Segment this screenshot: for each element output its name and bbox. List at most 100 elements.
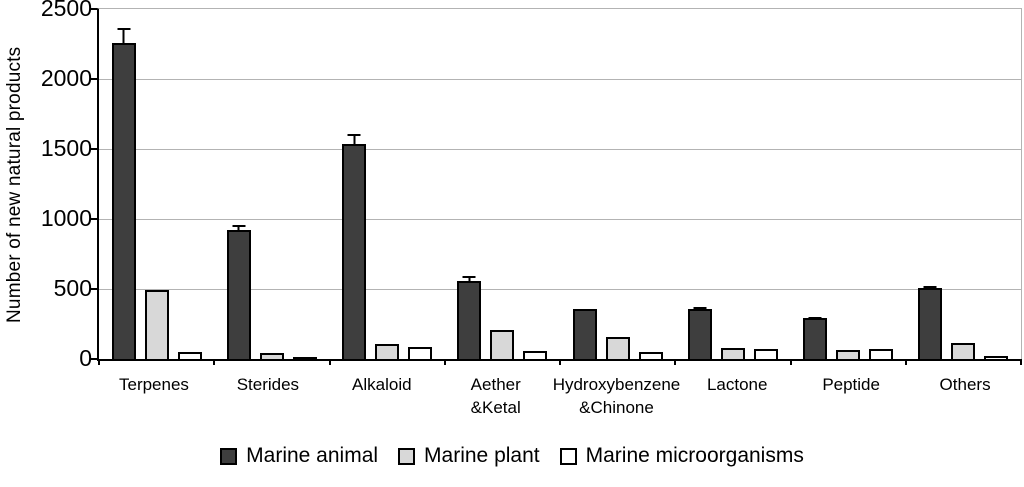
y-tick-0 (90, 358, 97, 360)
x-label-others: Others (939, 375, 991, 394)
error-bar-cap (956, 342, 970, 345)
legend-item-marine-animal: Marine animal (220, 444, 378, 468)
x-label-aether: Aether &Ketal (470, 375, 521, 417)
error-bar (693, 306, 707, 311)
error-bar-stem (237, 227, 240, 232)
bar-marine-plant (375, 343, 400, 359)
error-bar (150, 289, 164, 293)
bar-marine-microorganisms (753, 349, 778, 359)
error-bar-stem (929, 288, 932, 290)
y-tick-1000 (90, 218, 97, 220)
error-bar-stem (353, 135, 356, 147)
bar-group-aether (445, 9, 560, 359)
error-bar-stem (698, 308, 701, 311)
error-bar (726, 347, 740, 350)
chart-legend: Marine animal Marine plant Marine microorg… (0, 444, 1024, 468)
x-tick-boundary (904, 359, 907, 365)
bar-marine-animal (572, 309, 597, 359)
bar-slot (408, 347, 433, 359)
error-bar (462, 276, 476, 283)
bar-slot (869, 349, 894, 359)
error-bar-cap (347, 133, 361, 136)
error-bar (956, 342, 970, 345)
x-label-alkaloid: Alkaloid (352, 375, 412, 394)
y-axis-tick-labels: 0 500 1000 1500 2000 2500 (0, 0, 92, 380)
bar-group-sterides (214, 9, 329, 359)
error-bar-cap (265, 352, 279, 355)
error-bar (380, 343, 394, 346)
bar-marine-microorganisms (869, 349, 894, 359)
y-tick-1500 (90, 148, 97, 150)
error-bar-cap (183, 352, 197, 354)
bar-slot (490, 330, 515, 359)
y-tick-500 (90, 288, 97, 290)
bar-slot (572, 309, 597, 359)
bar-marine-plant (951, 342, 976, 359)
error-bar (183, 352, 197, 354)
x-axis-category-labels: Terpenes Sterides Alkaloid Aether &Ketal Hyd… (97, 373, 1022, 419)
bar-slot (523, 351, 548, 359)
x-label-peptide: Peptide (822, 375, 880, 394)
bar-slot (951, 342, 976, 359)
gridline-1500 (99, 149, 1021, 150)
bar-group-lactone (675, 9, 790, 359)
x-label-sterides: Sterides (236, 375, 300, 394)
error-bar (923, 286, 937, 290)
legend-swatch-marine-microorganisms (559, 447, 577, 465)
x-tick-boundary (1020, 359, 1022, 365)
error-bar (989, 356, 1003, 359)
error-bar (413, 347, 427, 350)
gridline-2000 (99, 79, 1021, 80)
bar-marine-animal (803, 317, 828, 359)
error-bar-cap (462, 276, 476, 279)
bar-marine-animal (687, 308, 712, 359)
x-tick-boundary (789, 359, 792, 365)
error-bar (495, 330, 509, 333)
x-tick-boundary (674, 359, 677, 365)
legend-item-marine-microorganisms: Marine microorganisms (559, 444, 804, 468)
bar-marine-plant (605, 337, 630, 359)
y-tick-2500 (90, 8, 97, 10)
bar-slot (687, 306, 712, 359)
bar-marine-microorganisms (638, 352, 663, 359)
error-bar (578, 309, 592, 312)
x-tick-boundary (443, 359, 446, 365)
gridline-500 (99, 289, 1021, 290)
error-bar-cap (726, 347, 740, 350)
error-bar (347, 133, 361, 147)
error-bar (808, 316, 822, 320)
bar-group-others (906, 9, 1021, 359)
error-bar (232, 225, 246, 232)
x-tick-boundary (213, 359, 216, 365)
bar-slot (292, 357, 317, 359)
x-label-terpenes: Terpenes (118, 375, 189, 394)
error-bar-cap (808, 316, 822, 319)
bar-slot (375, 343, 400, 359)
y-tick-label-0: 0 (79, 345, 92, 371)
bar-slot (638, 352, 663, 359)
error-bar-cap (693, 306, 707, 309)
error-bar (841, 349, 855, 352)
error-bar-cap (413, 347, 427, 350)
bar-slot (605, 337, 630, 359)
y-tick-label-500: 500 (53, 275, 92, 301)
bar-slot (803, 316, 828, 359)
bar-slot (111, 27, 136, 359)
bar-group-hydroxybenzene (560, 9, 675, 359)
x-tick-boundary (559, 359, 561, 365)
bar-slot (720, 347, 745, 359)
bar-marine-plant (144, 290, 169, 359)
legend-label: Marine microorganisms (585, 444, 804, 467)
y-tick-label-1500: 1500 (40, 135, 92, 161)
bar-marine-animal (111, 42, 136, 359)
error-bar-cap (380, 343, 394, 346)
y-tick-label-2500: 2500 (40, 0, 92, 21)
y-tick-label-2000: 2000 (40, 65, 92, 91)
legend-label: Marine animal (246, 444, 379, 467)
bar-slot (226, 225, 251, 359)
error-bar (265, 352, 279, 355)
gridline-1000 (99, 219, 1021, 220)
bar-marine-animal (226, 229, 251, 359)
bar-slot (984, 356, 1009, 359)
